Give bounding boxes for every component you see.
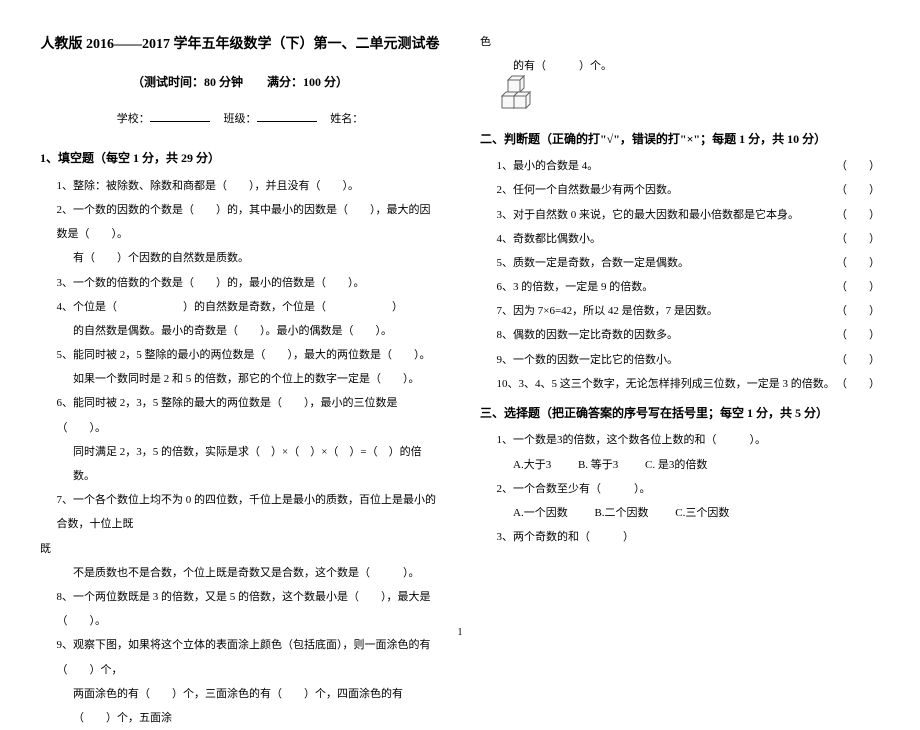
q7b: 不是质数也不是合数，个位上既是奇数又是合数，这个数是（ ）。 [40,561,440,585]
q6b: 同时满足 2，3，5 的倍数，实际是求（ ）×（ ）×（ ）=（ ）的倍数。 [40,440,440,488]
s3q1: 1、一个数是3的倍数，这个数各位上数的和（ ）。 [480,428,880,452]
q8: 8、一个两位数既是 3 的倍数，又是 5 的倍数，这个数最小是（ ），最大是（ … [40,585,440,633]
section-1-heading: 1、填空题（每空 1 分，共 29 分） [40,145,440,171]
s3q3: 3、两个奇数的和（ ） [480,525,880,549]
left-column: 人教版 2016——2017 学年五年级数学（下）第一、二单元测试卷 （测试时间… [40,30,440,620]
q7a: 7、一个各个数位上均不为 0 的四位数，千位上是最小的质数，百位上是最小的合数，… [40,488,440,536]
q9b: 两面涂色的有（ ）个，三面涂色的有（ ）个，四面涂色的有（ ）个，五面涂 [40,682,440,730]
q6a: 6、能同时被 2，3，5 整除的最大的两位数是（ ），最小的三位数是（ ）。 [40,391,440,439]
q1: 1、整除：被除数、除数和商都是（ ），并且没有（ ）。 [40,174,440,198]
j7: 7、因为 7×6=42，所以 42 是倍数，7 是因数。（ ） [480,299,880,323]
j1: 1、最小的合数是 4。（ ） [480,154,880,178]
s3q2-a: A.一个因数 [513,501,568,525]
cube-figure [480,74,880,121]
q2b: 有（ ）个因数的自然数是质数。 [40,246,440,270]
exam-subtitle: （测试时间：80 分钟 满分：100 分） [40,69,440,95]
s3q2-c: C.三个因数 [675,501,729,525]
class-label: 班级： [224,113,257,125]
q3: 3、一个数的倍数的个数是（ ）的，最小的倍数是（ ）。 [40,271,440,295]
school-label: 学校： [117,113,150,125]
q2a: 2、一个数的因数的个数是（ ）的，其中最小的因数是（ ），最大的因数是（ ）。 [40,198,440,246]
school-blank [150,110,210,122]
q5a: 5、能同时被 2，5 整除的最小的两位数是（ ），最大的两位数是（ ）。 [40,343,440,367]
section-3-heading: 三、选择题（把正确答案的序号写在括号里；每空 1 分，共 5 分） [480,400,880,426]
q9a: 9、观察下图，如果将这个立体的表面涂上颜色（包括底面），则一面涂色的有（ ）个， [40,633,440,681]
j4: 4、奇数都比偶数小。（ ） [480,227,880,251]
exam-title: 人教版 2016——2017 学年五年级数学（下）第一、二单元测试卷 [40,30,440,61]
name-label: 姓名： [330,113,363,125]
section-2-heading: 二、判断题（正确的打"√"，错误的打"×"；每题 1 分，共 10 分） [480,126,880,152]
j8: 8、偶数的因数一定比奇数的因数多。（ ） [480,323,880,347]
s3q1-b: B. 等于3 [578,453,618,477]
j3: 3、对于自然数 0 来说，它的最大因数和最小倍数都是它本身。（ ） [480,203,880,227]
s3q1-c: C. 是3的倍数 [645,453,707,477]
class-blank [257,110,317,122]
s3q1-a: A.大于3 [513,453,551,477]
j6: 6、3 的倍数，一定是 9 的倍数。（ ） [480,275,880,299]
s3q2-b: B.二个因数 [594,501,648,525]
right-column: 色 的有（ ）个。 [480,30,880,620]
s3q1-opts: A.大于3 B. 等于3 C. 是3的倍数 [480,453,880,477]
q4b: 的自然数是偶数。最小的奇数是（ ）。最小的偶数是（ ）。 [40,319,440,343]
j5: 5、质数一定是奇数，合数一定是偶数。（ ） [480,251,880,275]
q7a-wrap: 既 [40,537,440,561]
q4a: 4、个位是（ ）的自然数是奇数，个位是（ ） [40,295,440,319]
q5b: 如果一个数同时是 2 和 5 的倍数，那它的个位上的数字一定是（ ）。 [40,367,440,391]
q9c: 色 [480,30,880,54]
s3q2: 2、一个合数至少有（ ）。 [480,477,880,501]
j10: 10、3、4、5 这三个数字，无论怎样排列成三位数，一定是 3 的倍数。（ ） [480,372,880,396]
s3q2-opts: A.一个因数 B.二个因数 C.三个因数 [480,501,880,525]
j2: 2、任何一个自然数最少有两个因数。（ ） [480,178,880,202]
page-number: 1 [458,627,463,638]
j9: 9、一个数的因数一定比它的倍数小。（ ） [480,348,880,372]
student-info-line: 学校： 班级： 姓名： [40,107,440,131]
